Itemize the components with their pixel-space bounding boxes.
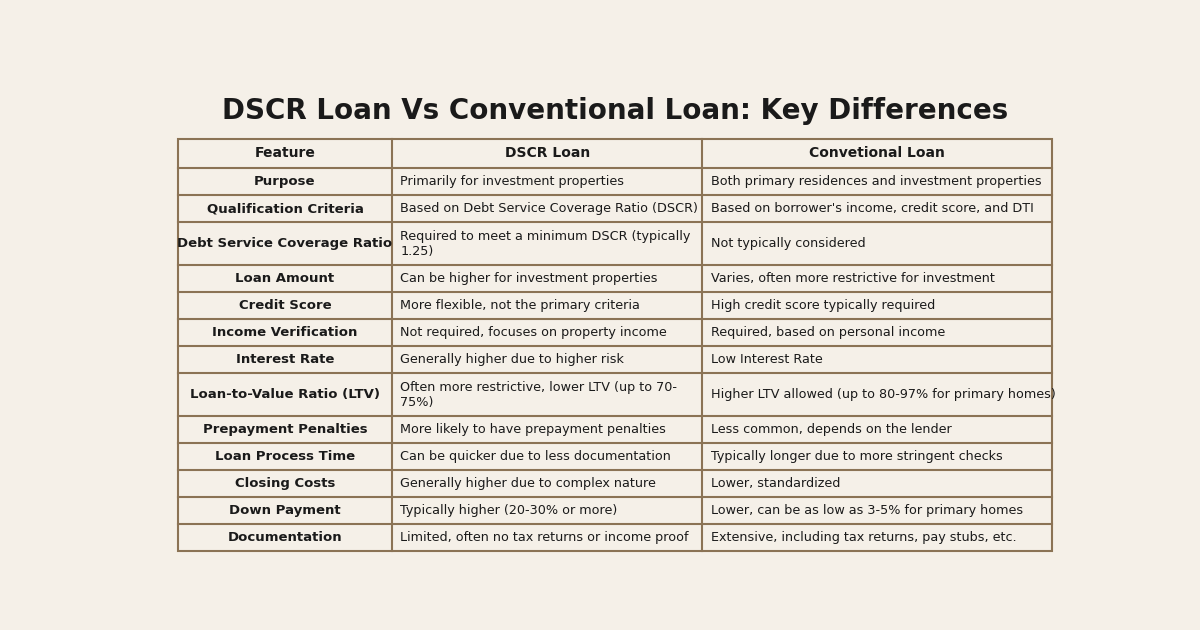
Text: Required to meet a minimum DSCR (typically
1.25): Required to meet a minimum DSCR (typical… [401, 230, 691, 258]
Text: Primarily for investment properties: Primarily for investment properties [401, 175, 624, 188]
Text: Typically higher (20-30% or more): Typically higher (20-30% or more) [401, 504, 618, 517]
Text: Closing Costs: Closing Costs [235, 477, 335, 490]
Text: More flexible, not the primary criteria: More flexible, not the primary criteria [401, 299, 641, 312]
Text: Documentation: Documentation [228, 531, 342, 544]
Bar [178, 139, 1052, 551]
Text: Feature: Feature [254, 147, 316, 161]
Text: Generally higher due to complex nature: Generally higher due to complex nature [401, 477, 656, 490]
Text: Credit Score: Credit Score [239, 299, 331, 312]
Text: Higher LTV allowed (up to 80-97% for primary homes): Higher LTV allowed (up to 80-97% for pri… [710, 388, 1056, 401]
Text: Extensive, including tax returns, pay stubs, etc.: Extensive, including tax returns, pay st… [710, 531, 1016, 544]
Text: Lower, standardized: Lower, standardized [710, 477, 840, 490]
Text: Debt Service Coverage Ratio: Debt Service Coverage Ratio [178, 238, 392, 250]
Text: Purpose: Purpose [254, 175, 316, 188]
Text: Not required, focuses on property income: Not required, focuses on property income [401, 326, 667, 339]
Text: Can be higher for investment properties: Can be higher for investment properties [401, 272, 658, 285]
Text: High credit score typically required: High credit score typically required [710, 299, 935, 312]
Text: Varies, often more restrictive for investment: Varies, often more restrictive for inves… [710, 272, 995, 285]
Text: Loan-to-Value Ratio (LTV): Loan-to-Value Ratio (LTV) [190, 388, 380, 401]
Text: Both primary residences and investment properties: Both primary residences and investment p… [710, 175, 1042, 188]
Text: Based on Debt Service Coverage Ratio (DSCR): Based on Debt Service Coverage Ratio (DS… [401, 202, 698, 215]
Text: More likely to have prepayment penalties: More likely to have prepayment penalties [401, 423, 666, 436]
Text: Less common, depends on the lender: Less common, depends on the lender [710, 423, 952, 436]
Text: Prepayment Penalties: Prepayment Penalties [203, 423, 367, 436]
Text: Qualification Criteria: Qualification Criteria [206, 202, 364, 215]
Text: Loan Amount: Loan Amount [235, 272, 335, 285]
Text: Interest Rate: Interest Rate [236, 353, 334, 366]
Text: Often more restrictive, lower LTV (up to 70-
75%): Often more restrictive, lower LTV (up to… [401, 381, 678, 409]
Text: Typically longer due to more stringent checks: Typically longer due to more stringent c… [710, 450, 1002, 463]
Text: Down Payment: Down Payment [229, 504, 341, 517]
Text: Limited, often no tax returns or income proof: Limited, often no tax returns or income … [401, 531, 689, 544]
Text: Can be quicker due to less documentation: Can be quicker due to less documentation [401, 450, 671, 463]
Text: DSCR Loan: DSCR Loan [505, 147, 590, 161]
Text: Generally higher due to higher risk: Generally higher due to higher risk [401, 353, 624, 366]
Text: Income Verification: Income Verification [212, 326, 358, 339]
Text: Not typically considered: Not typically considered [710, 238, 865, 250]
Text: Convetional Loan: Convetional Loan [809, 147, 946, 161]
Text: Lower, can be as low as 3-5% for primary homes: Lower, can be as low as 3-5% for primary… [710, 504, 1022, 517]
Text: Low Interest Rate: Low Interest Rate [710, 353, 822, 366]
Text: Required, based on personal income: Required, based on personal income [710, 326, 946, 339]
Text: DSCR Loan Vs Conventional Loan: Key Differences: DSCR Loan Vs Conventional Loan: Key Diff… [222, 98, 1008, 125]
Text: Based on borrower's income, credit score, and DTI: Based on borrower's income, credit score… [710, 202, 1033, 215]
Text: Loan Process Time: Loan Process Time [215, 450, 355, 463]
